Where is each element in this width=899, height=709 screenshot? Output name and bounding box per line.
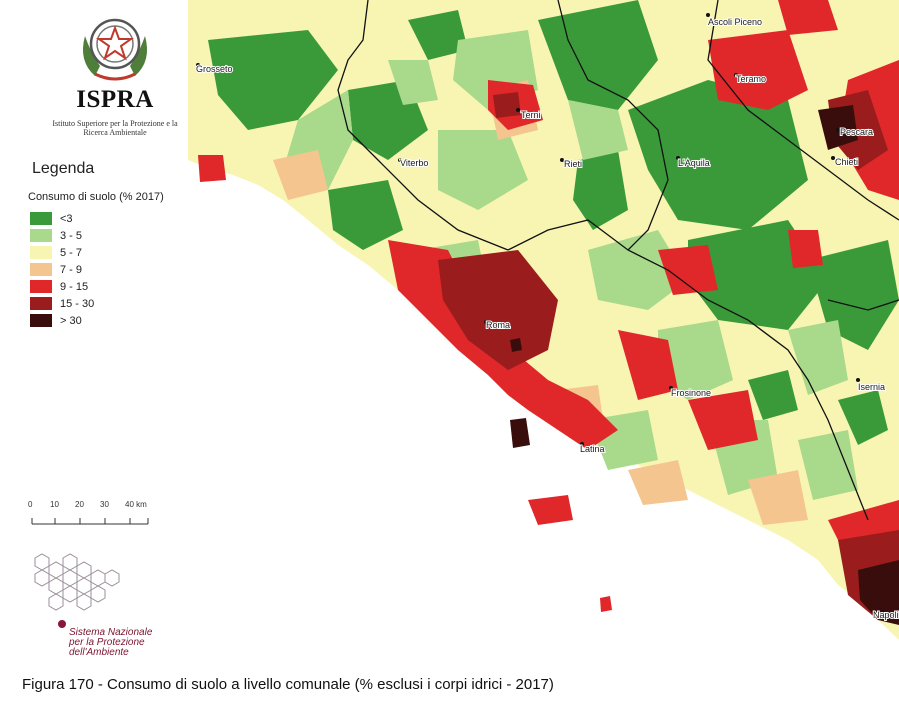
legend-label: 15 - 30 <box>60 297 95 310</box>
scale-tick-label: 40 km <box>125 500 147 509</box>
hexagon-network-icon <box>34 553 120 628</box>
snpa-logo: Sistema Nazionale per la Protezione dell… <box>25 548 225 658</box>
scale-bar: 0 10 20 30 40 km <box>28 500 163 530</box>
legend-title: Legenda <box>32 160 95 177</box>
city-markers <box>196 13 885 614</box>
figure-caption: Figura 170 - Consumo di suolo a livello … <box>22 676 554 693</box>
city-label: Frosinone <box>671 388 711 398</box>
legend-swatch <box>30 280 52 293</box>
legend-item: 15 - 30 <box>30 295 94 312</box>
city-labels: Grosseto Viterbo Terni Rieti L'Aquila Te… <box>195 16 899 621</box>
snpa-line: Sistema Nazionale <box>69 627 153 638</box>
legend-item: > 30 <box>30 312 94 329</box>
legend-label: 9 - 15 <box>60 280 89 293</box>
region-borders <box>337 0 899 521</box>
snpa-line: dell'Ambiente <box>69 647 129 658</box>
city-label: Isernia <box>858 382 885 392</box>
republic-emblem-icon <box>82 18 148 81</box>
scale-tick-label: 0 <box>28 500 33 509</box>
zone-7-9 <box>273 80 808 525</box>
city-label: Rieti <box>564 159 582 169</box>
legend-swatch <box>30 246 52 259</box>
legend-item: 5 - 7 <box>30 244 94 261</box>
ispra-title: ISPRA <box>76 86 154 113</box>
city-label: Napoli <box>873 610 899 620</box>
city-label: L'Aquila <box>678 158 710 168</box>
legend-item: 3 - 5 <box>30 227 94 244</box>
legend-label: > 30 <box>60 314 82 327</box>
zone-gt30 <box>510 105 899 625</box>
scale-tick-label: 10 <box>50 500 59 509</box>
scale-tick-label: 30 <box>100 500 109 509</box>
legend-swatch <box>30 229 52 242</box>
city-label: Ascoli Piceno <box>708 17 762 27</box>
legend-label: 7 - 9 <box>60 263 83 276</box>
land-consumption-map: Grosseto Viterbo Terni Rieti L'Aquila Te… <box>188 0 899 655</box>
scale-bar-line <box>31 518 149 525</box>
legend-swatch <box>30 314 52 327</box>
legend-subtitle: Consumo di suolo (% 2017) <box>28 191 164 203</box>
city-label: Teramo <box>736 74 766 84</box>
ispra-logo: ISPRA Istituto Superiore per la Protezio… <box>52 6 178 146</box>
legend-item: <3 <box>30 210 94 227</box>
legend-label: <3 <box>60 212 73 225</box>
legend-label: 5 - 7 <box>60 246 83 259</box>
city-label: Pescara <box>840 127 873 137</box>
legend-swatch <box>30 212 52 225</box>
scale-tick-label: 20 <box>75 500 84 509</box>
city-label: Chieti <box>835 157 858 167</box>
snpa-line: per la Protezione <box>69 637 145 648</box>
city-label: Roma <box>486 320 510 330</box>
legend-label: 3 - 5 <box>60 229 83 242</box>
legend-swatch <box>30 263 52 276</box>
ispra-subtitle: Istituto Superiore per la Protezione e l… <box>52 119 178 137</box>
legend-item: 7 - 9 <box>30 261 94 278</box>
city-label: Terni <box>521 110 541 120</box>
city-label: Grosseto <box>196 64 233 74</box>
city-label: Viterbo <box>400 158 428 168</box>
city-label: Latina <box>580 444 605 454</box>
snpa-text: Sistema Nazionale per la Protezione dell… <box>69 628 152 658</box>
legend-swatch <box>30 297 52 310</box>
legend-item: 9 - 15 <box>30 278 94 295</box>
legend-list: <3 3 - 5 5 - 7 7 - 9 9 - 15 15 - 30 > 30 <box>30 210 94 329</box>
